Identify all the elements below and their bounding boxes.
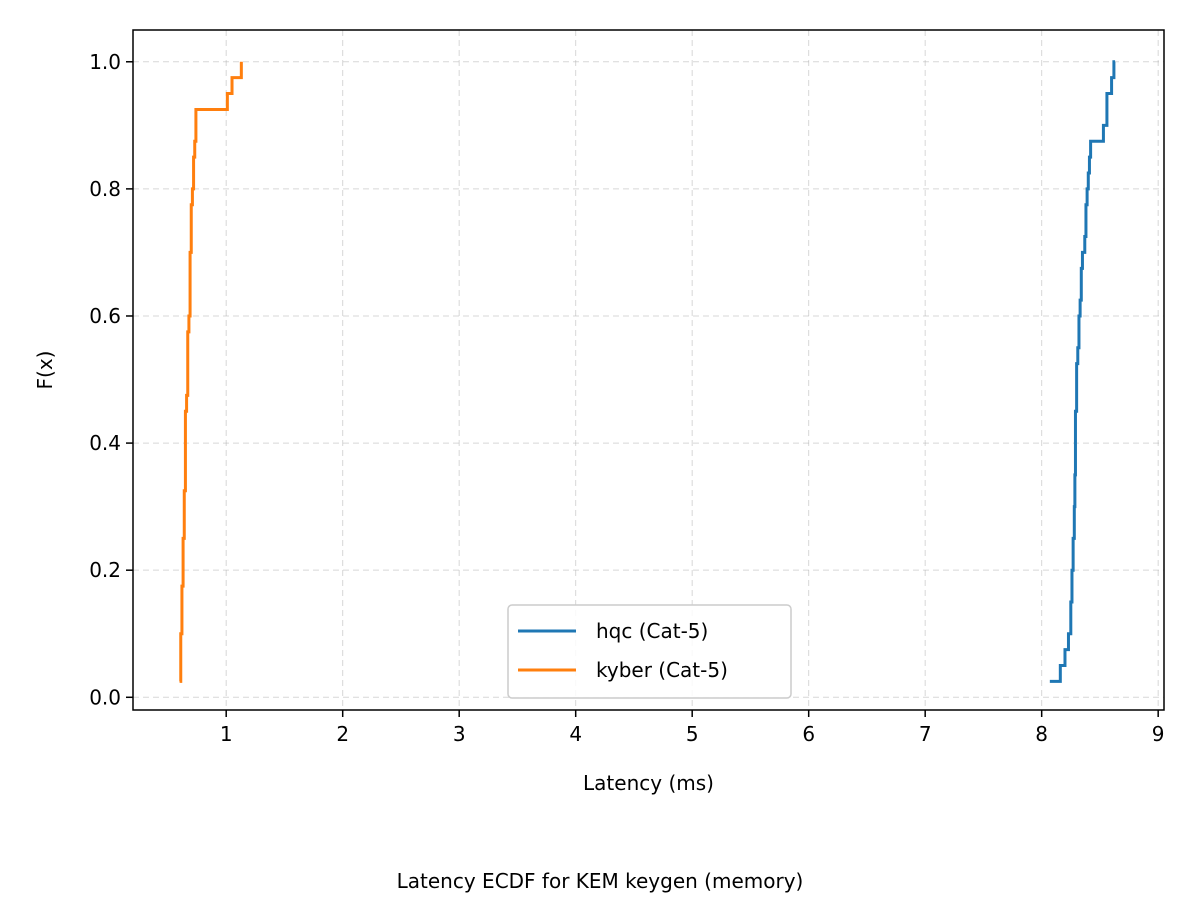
series-line-1	[179, 61, 243, 683]
x-axis-label: Latency (ms)	[583, 771, 714, 795]
y-tick-label: 0.0	[89, 685, 121, 709]
x-tick-label: 6	[802, 722, 815, 746]
legend: hqc (Cat-5) kyber (Cat-5)	[507, 604, 792, 699]
x-tick-label: 1	[220, 722, 233, 746]
y-tick-label: 0.6	[89, 304, 121, 328]
grid-lines	[133, 30, 1164, 710]
series-line-0	[1049, 60, 1116, 683]
y-tick-label: 1.0	[89, 50, 121, 74]
legend-box	[507, 604, 792, 699]
y-tick-label: 0.8	[89, 177, 121, 201]
x-tick-label: 9	[1152, 722, 1165, 746]
axis-ticks: 1 2 3 4 5 6 7 8 9 0.0 0.2 0.4 0.6 0.8 1.0	[89, 50, 1164, 746]
plot-area-frame	[132, 29, 1165, 711]
x-tick-label: 4	[569, 722, 582, 746]
legend-label-hqc: hqc (Cat-5)	[596, 619, 708, 643]
x-tick-label: 5	[686, 722, 699, 746]
x-tick-label: 7	[919, 722, 932, 746]
legend-label-kyber: kyber (Cat-5)	[596, 658, 728, 682]
x-tick-label: 3	[453, 722, 466, 746]
x-tick-label: 2	[336, 722, 349, 746]
x-tick-label: 8	[1035, 722, 1048, 746]
series-lines	[179, 60, 1116, 683]
y-tick-label: 0.2	[89, 558, 121, 582]
y-axis-label: F(x)	[33, 351, 57, 390]
y-tick-label: 0.4	[89, 431, 121, 455]
figure-caption: Latency ECDF for KEM keygen (memory)	[397, 869, 804, 893]
